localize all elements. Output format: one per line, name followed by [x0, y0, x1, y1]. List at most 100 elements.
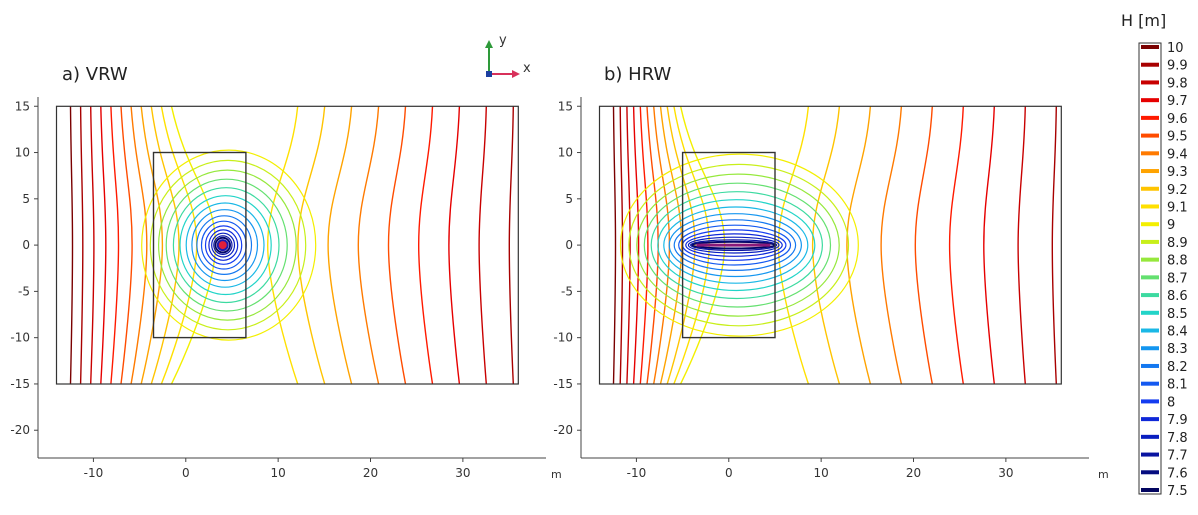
- y-tick-label: 15: [15, 99, 30, 113]
- colorbar-swatch: [1141, 45, 1159, 49]
- colorbar-swatch: [1141, 488, 1159, 492]
- colorbar-label: 9.6: [1167, 112, 1188, 127]
- axes: -20 -15 -10 -5 0 5 10 15 -10 0 10 20 30: [10, 97, 546, 480]
- contour-line: [508, 106, 514, 384]
- contour-line: [211, 232, 236, 258]
- colorbar-label: 8.3: [1167, 342, 1188, 357]
- contour-line: [777, 106, 810, 385]
- vertical-well-marker: [216, 239, 229, 252]
- contour-line: [636, 173, 840, 317]
- colorbar-label: 8.8: [1167, 254, 1188, 269]
- colorbar-label: 7.8: [1167, 431, 1188, 446]
- outer-domain-boundary: [598, 105, 1062, 385]
- inner-domain-boundary: [681, 151, 776, 339]
- contour-line: [628, 163, 850, 327]
- colorbar-swatch: [1141, 293, 1159, 298]
- colorbar-swatch: [1141, 417, 1159, 422]
- contour-line: [69, 106, 74, 384]
- contour-line: [626, 106, 631, 384]
- x-arrow-head-icon: [512, 70, 520, 78]
- x-tick-label: 20: [363, 466, 378, 480]
- y-tick-label: 10: [15, 146, 30, 160]
- contour-line: [685, 233, 783, 257]
- x-tick-label: 30: [455, 466, 470, 480]
- contour-line: [204, 225, 243, 265]
- colorbar-swatch: [1141, 80, 1159, 85]
- domain-boundaries: [55, 105, 519, 385]
- colorbar-label: 9: [1167, 218, 1175, 233]
- contour-line: [79, 106, 84, 384]
- vertical-well-point: [216, 239, 229, 252]
- colorbar-label: 9.5: [1167, 130, 1188, 145]
- x-tick-label: -10: [84, 466, 104, 480]
- contour-line: [612, 106, 617, 384]
- colorbar-swatch: [1141, 62, 1159, 67]
- colorbar-label: 8: [1167, 395, 1175, 410]
- contour-line: [327, 106, 353, 385]
- contour-line: [213, 235, 233, 256]
- x-tick-label: 10: [814, 466, 829, 480]
- panel-title: a) VRW: [62, 64, 128, 85]
- contour-line: [149, 159, 307, 331]
- colorbar-label: 8.6: [1167, 289, 1188, 304]
- colorbar-label: 9.7: [1167, 94, 1188, 109]
- x-tick-label: 20: [906, 466, 921, 480]
- colorbar-label: 8.4: [1167, 325, 1188, 340]
- colorbar-swatch: [1141, 169, 1159, 174]
- colorbar-label: 8.1: [1167, 378, 1188, 393]
- colorbar-label: 7.6: [1167, 466, 1188, 481]
- contour-line: [157, 169, 297, 321]
- colorbar-frame: [1138, 42, 1162, 495]
- colorbar-swatch: [1141, 257, 1159, 262]
- colorbar-swatch: [1141, 151, 1159, 156]
- contour-line: [179, 195, 272, 296]
- colorbar-swatch: [1141, 328, 1159, 333]
- colorbar-swatch: [1141, 363, 1159, 368]
- colorbar-label: 9.4: [1167, 147, 1188, 162]
- x-tick-label: 10: [271, 466, 286, 480]
- contour-line: [687, 236, 780, 254]
- panel-title: b) HRW: [604, 64, 671, 85]
- contour-line: [668, 213, 803, 278]
- contour-line: [165, 178, 288, 312]
- y-tick-label: 10: [558, 146, 573, 160]
- contour-line: [110, 106, 120, 384]
- colorbar-legend: H [m] 10 9.9 9.8 9.7 9.6 9.5 9.4 9.3 9.2 9.1 9 8.9 8…: [1121, 11, 1188, 499]
- contour-lines: [612, 106, 1057, 385]
- colorbar-swatch: [1141, 204, 1159, 209]
- colorbar-swatch: [1141, 239, 1159, 244]
- contour-lines: [69, 106, 514, 385]
- y-tick-label: -10: [10, 331, 30, 345]
- colorbar-label: 8.5: [1167, 307, 1188, 322]
- contour-line: [478, 106, 487, 384]
- colorbar-label: 9.2: [1167, 183, 1188, 198]
- contour-line: [983, 106, 995, 384]
- domain-boundaries: [598, 105, 1062, 385]
- contour-line: [689, 239, 778, 252]
- contour-line: [90, 106, 95, 384]
- contour-line: [619, 153, 859, 337]
- contour-line: [140, 106, 164, 385]
- contour-line: [130, 106, 148, 385]
- colorbar-label: 9.1: [1167, 200, 1188, 215]
- y-tick-label: 5: [22, 192, 30, 206]
- contour-line: [811, 106, 841, 385]
- colorbar-label: 9.8: [1167, 76, 1188, 91]
- contour-line: [417, 106, 434, 385]
- x-tick-label: -10: [627, 466, 647, 480]
- y-arrow-head-icon: [485, 40, 493, 48]
- axis-triad-icon: y x: [485, 33, 531, 78]
- contour-line: [172, 187, 280, 304]
- contour-line: [120, 106, 133, 384]
- colorbar-label: 7.7: [1167, 449, 1188, 464]
- colorbar-swatch: [1141, 470, 1159, 475]
- triad-y-label: y: [499, 33, 507, 48]
- y-tick-label: -15: [10, 377, 30, 391]
- contour-line: [880, 106, 903, 385]
- contour-line: [141, 149, 317, 341]
- contour-line: [1051, 106, 1057, 384]
- colorbar-label: 7.9: [1167, 413, 1188, 428]
- contour-line: [185, 202, 265, 288]
- y-tick-label: 5: [565, 192, 573, 206]
